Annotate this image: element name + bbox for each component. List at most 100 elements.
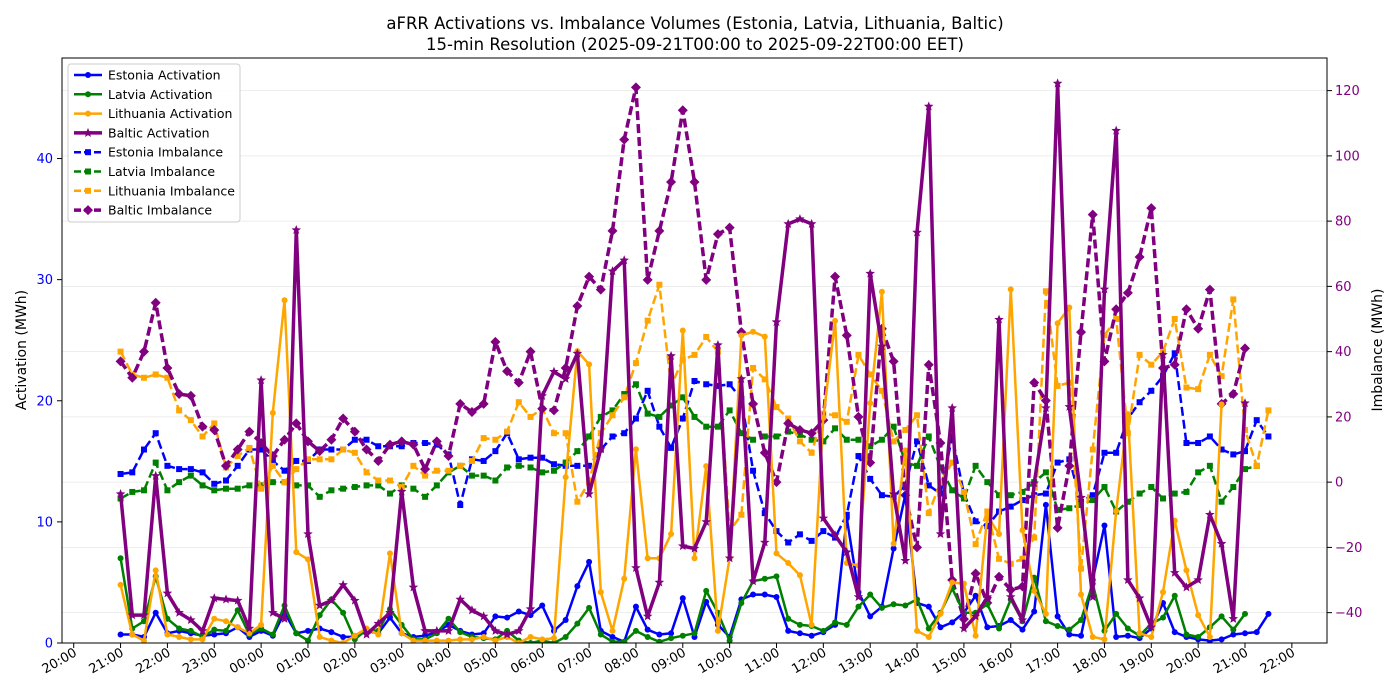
data-point-estonia-imbalance: [515, 456, 522, 463]
y-right-tick-label: 80: [1335, 215, 1352, 230]
data-point-estonia-imbalance: [457, 501, 464, 508]
data-point-baltic-imbalance: [584, 271, 595, 282]
data-point-lithuania-imbalance: [621, 394, 628, 401]
data-point-latvia-imbalance: [1218, 498, 1225, 505]
data-point-baltic-activation: [338, 579, 348, 589]
data-point-baltic-imbalance: [279, 434, 290, 445]
x-tick-label: 00:00: [227, 645, 267, 677]
data-point-lithuania-imbalance: [164, 374, 171, 381]
data-point-latvia-activation: [1124, 625, 1131, 632]
data-point-estonia-imbalance: [328, 446, 335, 453]
data-point-baltic-imbalance: [1181, 304, 1192, 315]
legend-label-latvia-imbalance: Latvia Imbalance: [108, 164, 215, 179]
data-point-estonia-activation: [1007, 616, 1014, 623]
data-point-baltic-activation: [490, 625, 501, 635]
data-point-latvia-imbalance: [293, 482, 300, 489]
data-point-latvia-imbalance: [351, 484, 358, 491]
x-tick-label: 15:00: [930, 645, 970, 677]
data-point-estonia-activation: [1066, 631, 1073, 638]
data-point-baltic-imbalance: [853, 411, 864, 422]
data-point-baltic-activation: [1123, 575, 1133, 585]
data-point-lithuania-activation: [457, 636, 464, 643]
data-point-baltic-imbalance: [220, 460, 231, 471]
data-point-lithuania-activation: [832, 317, 839, 324]
data-point-lithuania-imbalance: [1253, 462, 1260, 469]
data-point-baltic-activation: [1181, 582, 1192, 592]
data-point-estonia-activation: [1054, 613, 1061, 620]
data-point-latvia-imbalance: [363, 482, 370, 489]
data-point-lithuania-imbalance: [1171, 316, 1178, 323]
data-point-estonia-activation: [984, 624, 991, 631]
data-point-lithuania-imbalance: [527, 413, 534, 420]
data-point-estonia-activation: [1242, 630, 1249, 637]
data-point-estonia-activation: [1124, 632, 1131, 639]
data-point-lithuania-imbalance: [328, 456, 335, 463]
data-point-baltic-activation: [783, 218, 793, 228]
data-point-baltic-activation: [572, 348, 583, 358]
data-point-baltic-activation: [560, 373, 571, 384]
data-point-estonia-imbalance: [1230, 451, 1237, 458]
data-point-lithuania-activation: [937, 610, 944, 617]
data-point-latvia-imbalance: [504, 464, 511, 471]
data-point-lithuania-activation: [925, 633, 932, 640]
data-point-lithuania-activation: [211, 615, 218, 622]
y-axis-label-left: Activation (MWh): [14, 290, 30, 410]
data-point-lithuania-imbalance: [878, 387, 885, 394]
data-point-latvia-imbalance: [1124, 498, 1131, 505]
data-point-lithuania-imbalance: [925, 510, 932, 517]
data-point-lithuania-imbalance: [1136, 351, 1143, 358]
data-point-estonia-imbalance: [293, 457, 300, 464]
data-point-lithuania-imbalance: [691, 351, 698, 358]
data-point-estonia-activation: [515, 608, 522, 615]
y-right-tick-label: 40: [1335, 345, 1352, 360]
data-point-latvia-activation: [644, 633, 651, 640]
data-point-baltic-activation: [197, 625, 208, 635]
data-point-lithuania-activation: [293, 549, 300, 556]
data-point-baltic-imbalance: [232, 444, 243, 455]
data-point-latvia-activation: [269, 631, 276, 638]
data-point-lithuania-imbalance: [761, 376, 768, 383]
data-point-estonia-imbalance: [855, 453, 862, 460]
data-point-lithuania-imbalance: [1148, 361, 1155, 368]
data-point-baltic-activation: [478, 611, 489, 621]
data-point-lithuania-imbalance: [316, 456, 323, 463]
data-point-latvia-activation: [293, 630, 300, 637]
data-point-estonia-activation: [562, 616, 569, 623]
data-point-estonia-imbalance: [808, 537, 815, 544]
x-tick-label: 06:00: [508, 645, 548, 677]
data-point-lithuania-activation: [691, 555, 698, 562]
data-point-latvia-imbalance: [925, 433, 932, 440]
data-point-estonia-activation: [304, 627, 311, 634]
data-point-latvia-activation: [668, 635, 675, 642]
data-point-latvia-activation: [925, 625, 932, 632]
data-point-baltic-activation: [724, 553, 735, 563]
data-point-estonia-imbalance: [656, 423, 663, 430]
data-point-baltic-imbalance: [396, 436, 407, 447]
data-point-lithuania-activation: [867, 400, 874, 407]
data-point-latvia-imbalance: [386, 490, 393, 497]
data-point-baltic-imbalance: [865, 457, 876, 468]
legend-box: [67, 63, 241, 223]
data-point-baltic-imbalance: [1169, 359, 1180, 370]
data-point-baltic-activation: [830, 530, 840, 540]
data-point-baltic-activation: [1205, 509, 1215, 519]
data-point-lithuania-imbalance: [410, 462, 417, 469]
data-point-baltic-activation: [150, 470, 161, 480]
data-point-baltic-imbalance: [548, 405, 559, 416]
data-point-baltic-activation: [139, 610, 149, 620]
data-point-estonia-imbalance: [703, 381, 710, 388]
x-tick-label: 08:00: [602, 645, 642, 677]
data-point-baltic-imbalance: [174, 389, 185, 400]
data-point-lithuania-activation: [550, 635, 557, 642]
data-point-lithuania-imbalance: [855, 351, 862, 358]
data-point-baltic-imbalance: [1134, 252, 1145, 263]
data-point-baltic-activation: [385, 607, 395, 617]
data-point-estonia-imbalance: [1136, 399, 1143, 406]
data-point-baltic-activation: [443, 625, 454, 635]
data-point-lithuania-imbalance: [972, 541, 979, 548]
data-point-lithuania-imbalance: [808, 449, 815, 456]
data-point-lithuania-activation: [539, 636, 546, 643]
data-point-lithuania-imbalance: [890, 438, 897, 445]
data-point-baltic-imbalance: [490, 336, 501, 347]
data-point-lithuania-activation: [808, 621, 815, 628]
